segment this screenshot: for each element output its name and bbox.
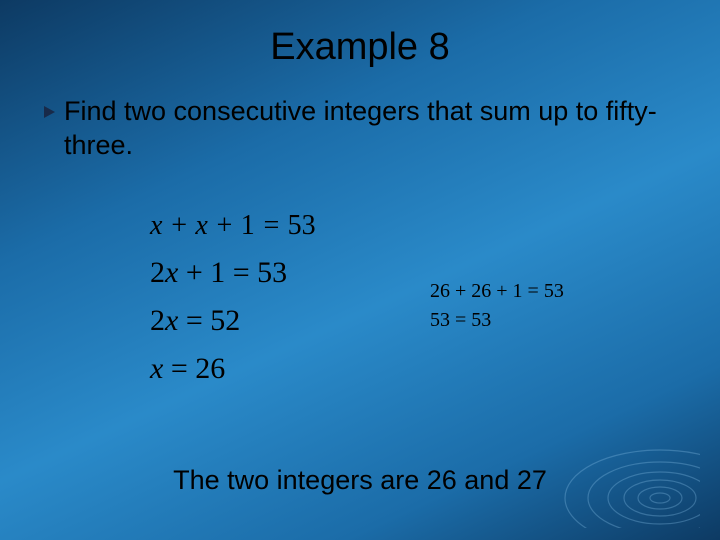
equation-line-2: 2x + 1 = 53 (150, 256, 316, 290)
check-line-2: 53 = 53 (430, 309, 564, 332)
check-line-1: 26 + 26 + 1 = 53 (430, 280, 564, 303)
equations-right: 26 + 26 + 1 = 53 53 = 53 (430, 280, 564, 338)
slide: Example 8 Find two consecutive integers … (0, 0, 720, 540)
equation-line-4: x = 26 (150, 352, 316, 386)
equation-line-1: x + x + 1 = 53 (150, 210, 316, 242)
ripple-decoration-icon (550, 438, 700, 528)
equation-line-3: 2x = 52 (150, 304, 316, 338)
equations-left: x + x + 1 = 53 2x + 1 = 53 2x = 52 x = 2… (150, 210, 316, 400)
slide-title: Example 8 (40, 26, 680, 69)
bullet-text: Find two consecutive integers that sum u… (64, 95, 680, 163)
bullet-arrow-icon (42, 104, 58, 125)
bullet-item: Find two consecutive integers that sum u… (42, 95, 680, 163)
